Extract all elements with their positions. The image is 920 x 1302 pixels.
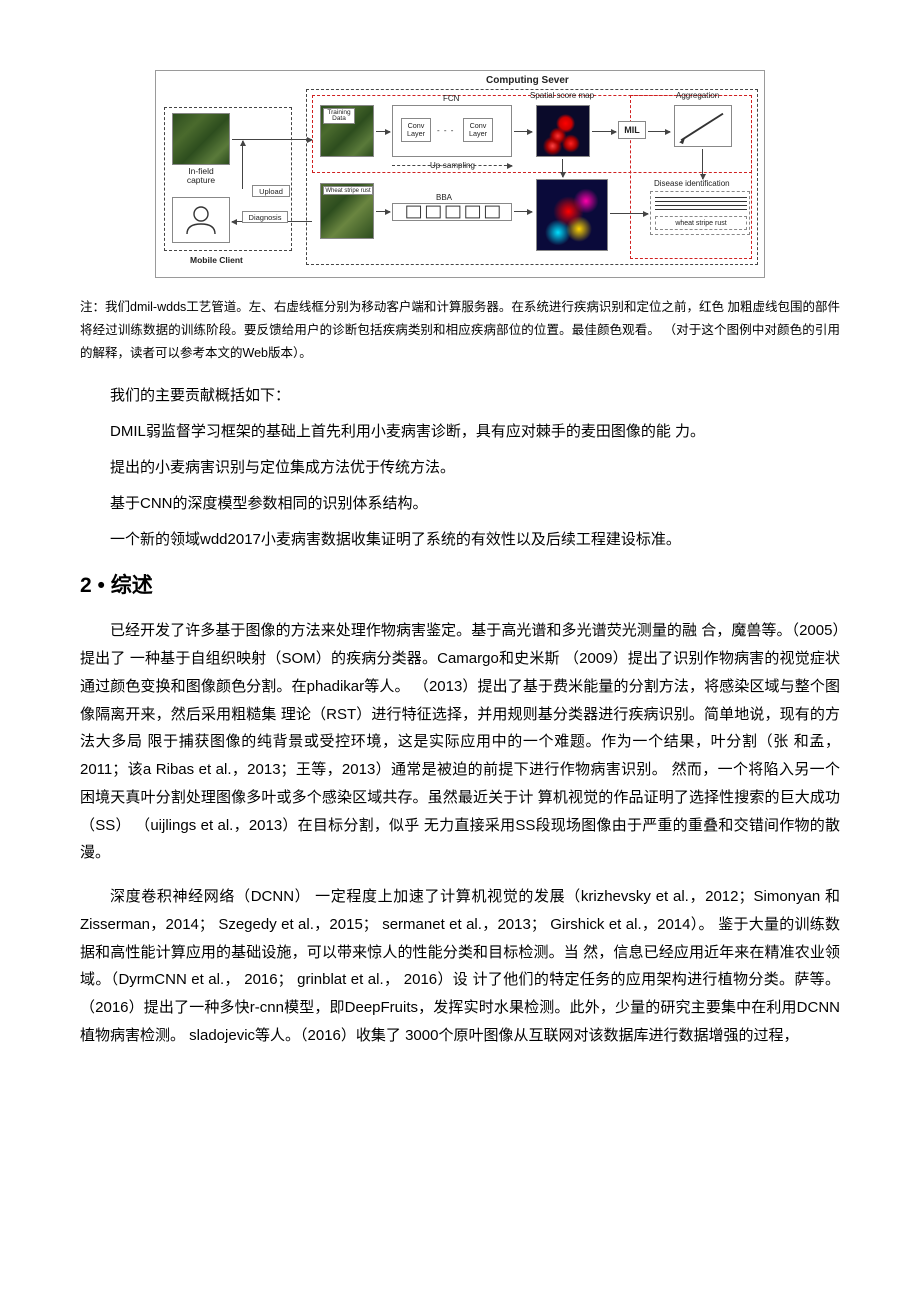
bba-label: BBA: [436, 193, 452, 202]
arrow-score-mil: [592, 131, 616, 132]
infield-capture-label: In-fieldcapture: [170, 167, 232, 186]
bullet-item: 提出的小麦病害识别与定位集成方法优于传统方法。: [80, 453, 840, 483]
wheat-label: Wheat stripe rust: [323, 186, 373, 195]
arrow-agg-down: [702, 149, 703, 179]
disease-id-label: Disease identification: [654, 179, 730, 188]
training-data-image: TrainingData: [320, 105, 374, 157]
upload-branch: [242, 141, 243, 189]
bullet-item: 一个新的领域wdd2017小麦病害数据收集证明了系统的有效性以及后续工程建设标准…: [80, 525, 840, 555]
pipeline-figure: Mobile Client Computing Sever In-fieldca…: [155, 70, 765, 278]
arrow-train-fcn: [376, 131, 390, 132]
user-box: [172, 197, 230, 243]
body-paragraph: 深度卷积神经网络（DCNN） 一定程度上加速了计算机视觉的发展（krizhevs…: [80, 883, 840, 1050]
upload-label: Upload: [259, 187, 283, 196]
spatial-score-map: [536, 105, 590, 157]
aggregation-box: [674, 105, 732, 147]
arrow-bba-out: [514, 211, 532, 212]
bullet-item: DMIL弱监督学习框架的基础上首先利用小麦病害诊断，具有应对棘手的麦田图像的能 …: [80, 417, 840, 447]
upsampling-line: [392, 165, 512, 166]
arrow-wheat-bba: [376, 211, 390, 212]
training-data-label: TrainingData: [323, 108, 355, 124]
bba-box: [392, 203, 512, 221]
mobile-client-label: Mobile Client: [190, 255, 243, 265]
disease-id-box: wheat stripe rust: [650, 191, 750, 235]
bullet-item: 基于CNN的深度模型参数相同的识别体系结构。: [80, 489, 840, 519]
contributions-intro: 我们的主要贡献概括如下：: [80, 381, 840, 411]
diagnosis-label-box: Diagnosis: [242, 211, 288, 223]
spatial-score-label: Spatial score map: [530, 91, 594, 100]
wheat-image: Wheat stripe rust: [320, 183, 374, 239]
infield-image: [172, 113, 230, 165]
computing-server-label: Computing Sever: [486, 75, 569, 86]
figure-caption: 注：我们dmil-wdds工艺管道。左、右虚线框分别为移动客户端和计算服务器。在…: [80, 296, 840, 365]
upload-label-box: Upload: [252, 185, 290, 197]
section-heading: 2 • 综述: [80, 569, 840, 599]
arrow-heat-disease: [610, 213, 648, 214]
conv-layer-2: ConvLayer: [463, 118, 493, 142]
mil-box: MIL: [618, 121, 646, 139]
bba-heatmap: [536, 179, 608, 251]
conv-layer-1: ConvLayer: [401, 118, 431, 142]
aggregation-label: Aggregation: [676, 91, 719, 100]
arrow-fcn-score: [514, 131, 532, 132]
figure-container: Mobile Client Computing Sever In-fieldca…: [80, 70, 840, 278]
body-paragraph: 已经开发了许多基于图像的方法来处理作物病害鉴定。基于高光谱和多光谱荧光测量的融 …: [80, 617, 840, 867]
arrow-mil-agg: [648, 131, 670, 132]
diagnosis-label: Diagnosis: [249, 213, 282, 222]
fcn-box: FCN ConvLayer - - - ConvLayer: [392, 105, 512, 157]
fcn-label: FCN: [443, 94, 459, 103]
conv-dots: - - -: [437, 126, 454, 135]
disease-output: wheat stripe rust: [655, 216, 747, 230]
arrow-score-down: [562, 159, 563, 177]
